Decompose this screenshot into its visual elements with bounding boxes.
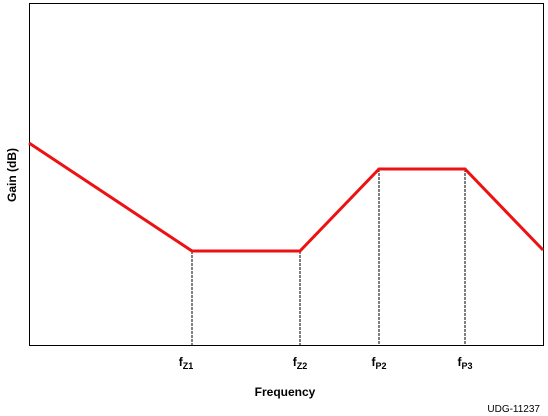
marker-sub: Z1 [183,361,194,371]
marker-sub: Z2 [297,361,308,371]
marker-sub: P3 [461,361,472,371]
x-axis-label: Frequency [255,385,316,399]
plot-frame [29,3,544,346]
marker-label: fZ1 [179,355,194,371]
marker-label: fP2 [371,355,386,371]
marker-main: f [371,355,376,369]
marker-main: f [179,355,184,369]
marker-lines [191,169,466,345]
figure-id: UDG-11237 [487,404,540,415]
marker-main: f [293,355,298,369]
marker-sub: P2 [375,361,386,371]
marker-label: fP3 [457,355,472,371]
gain-curve [28,141,545,253]
marker-main: f [457,355,462,369]
y-axis-label: Gain (dB) [5,148,19,202]
marker-label: fZ2 [293,355,308,371]
